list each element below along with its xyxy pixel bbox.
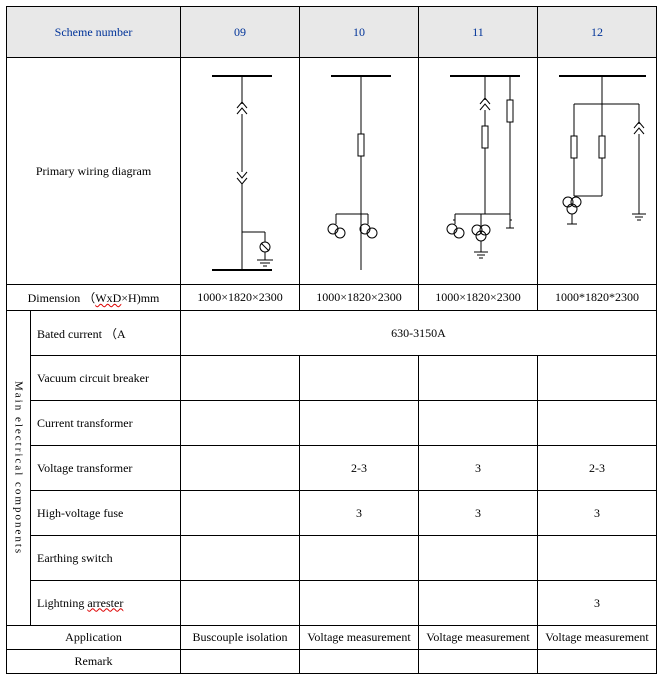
remark-09 [181, 650, 300, 674]
vt-09 [181, 446, 300, 491]
remark-10 [300, 650, 419, 674]
bated-current-value: 630-3150A [181, 311, 657, 356]
diagram-label: Primary wiring diagram [7, 58, 181, 285]
fuse-11: 3 [419, 491, 538, 536]
remark-label: Remark [7, 650, 181, 674]
application-row: Application Buscouple isolation Voltage … [7, 626, 657, 650]
la-09 [181, 581, 300, 626]
ct-09 [181, 401, 300, 446]
application-09: Buscouple isolation [181, 626, 300, 650]
vcb-09 [181, 356, 300, 401]
vcb-10 [300, 356, 419, 401]
vcb-row: Vacuum circuit breaker [7, 356, 657, 401]
fuse-row: High-voltage fuse 3 3 3 [7, 491, 657, 536]
dimension-label: Dimension （WxD×H)mm [7, 285, 181, 311]
col-11: 11 [419, 7, 538, 58]
dimension-row: Dimension （WxD×H)mm 1000×1820×2300 1000×… [7, 285, 657, 311]
la-label: Lightning arrester [31, 581, 181, 626]
vcb-12 [538, 356, 657, 401]
dimension-11: 1000×1820×2300 [419, 285, 538, 311]
la-12: 3 [538, 581, 657, 626]
diagram-row: Primary wiring diagram [7, 58, 657, 285]
ct-label: Current transformer [31, 401, 181, 446]
fuse-10: 3 [300, 491, 419, 536]
bated-current-label: Bated current （A [31, 311, 181, 356]
earth-row: Earthing switch [7, 536, 657, 581]
col-09: 09 [181, 7, 300, 58]
fuse-09 [181, 491, 300, 536]
spec-table: Scheme number 09 10 11 12 Primary wiring… [6, 6, 657, 674]
bated-current-row: Main electrical components Bated current… [7, 311, 657, 356]
diagram-10 [300, 58, 419, 285]
vcb-11 [419, 356, 538, 401]
application-12: Voltage measurement [538, 626, 657, 650]
ct-12 [538, 401, 657, 446]
vt-label: Voltage transformer [31, 446, 181, 491]
earth-12 [538, 536, 657, 581]
la-11 [419, 581, 538, 626]
col-12: 12 [538, 7, 657, 58]
dimension-09: 1000×1820×2300 [181, 285, 300, 311]
earth-label: Earthing switch [31, 536, 181, 581]
earth-11 [419, 536, 538, 581]
vt-11: 3 [419, 446, 538, 491]
la-10 [300, 581, 419, 626]
diagram-12 [538, 58, 657, 285]
group-label: Main electrical components [7, 311, 31, 626]
application-10: Voltage measurement [300, 626, 419, 650]
dimension-12: 1000*1820*2300 [538, 285, 657, 311]
earth-09 [181, 536, 300, 581]
header-row: Scheme number 09 10 11 12 [7, 7, 657, 58]
fuse-label: High-voltage fuse [31, 491, 181, 536]
la-row: Lightning arrester 3 [7, 581, 657, 626]
remark-11 [419, 650, 538, 674]
scheme-number-header: Scheme number [7, 7, 181, 58]
ct-row: Current transformer [7, 401, 657, 446]
remark-row: Remark [7, 650, 657, 674]
vt-10: 2-3 [300, 446, 419, 491]
dimension-10: 1000×1820×2300 [300, 285, 419, 311]
diagram-09 [181, 58, 300, 285]
fuse-12: 3 [538, 491, 657, 536]
vt-12: 2-3 [538, 446, 657, 491]
earth-10 [300, 536, 419, 581]
diagram-11 [419, 58, 538, 285]
application-label: Application [7, 626, 181, 650]
ct-10 [300, 401, 419, 446]
application-11: Voltage measurement [419, 626, 538, 650]
vcb-label: Vacuum circuit breaker [31, 356, 181, 401]
col-10: 10 [300, 7, 419, 58]
remark-12 [538, 650, 657, 674]
ct-11 [419, 401, 538, 446]
vt-row: Voltage transformer 2-3 3 2-3 [7, 446, 657, 491]
